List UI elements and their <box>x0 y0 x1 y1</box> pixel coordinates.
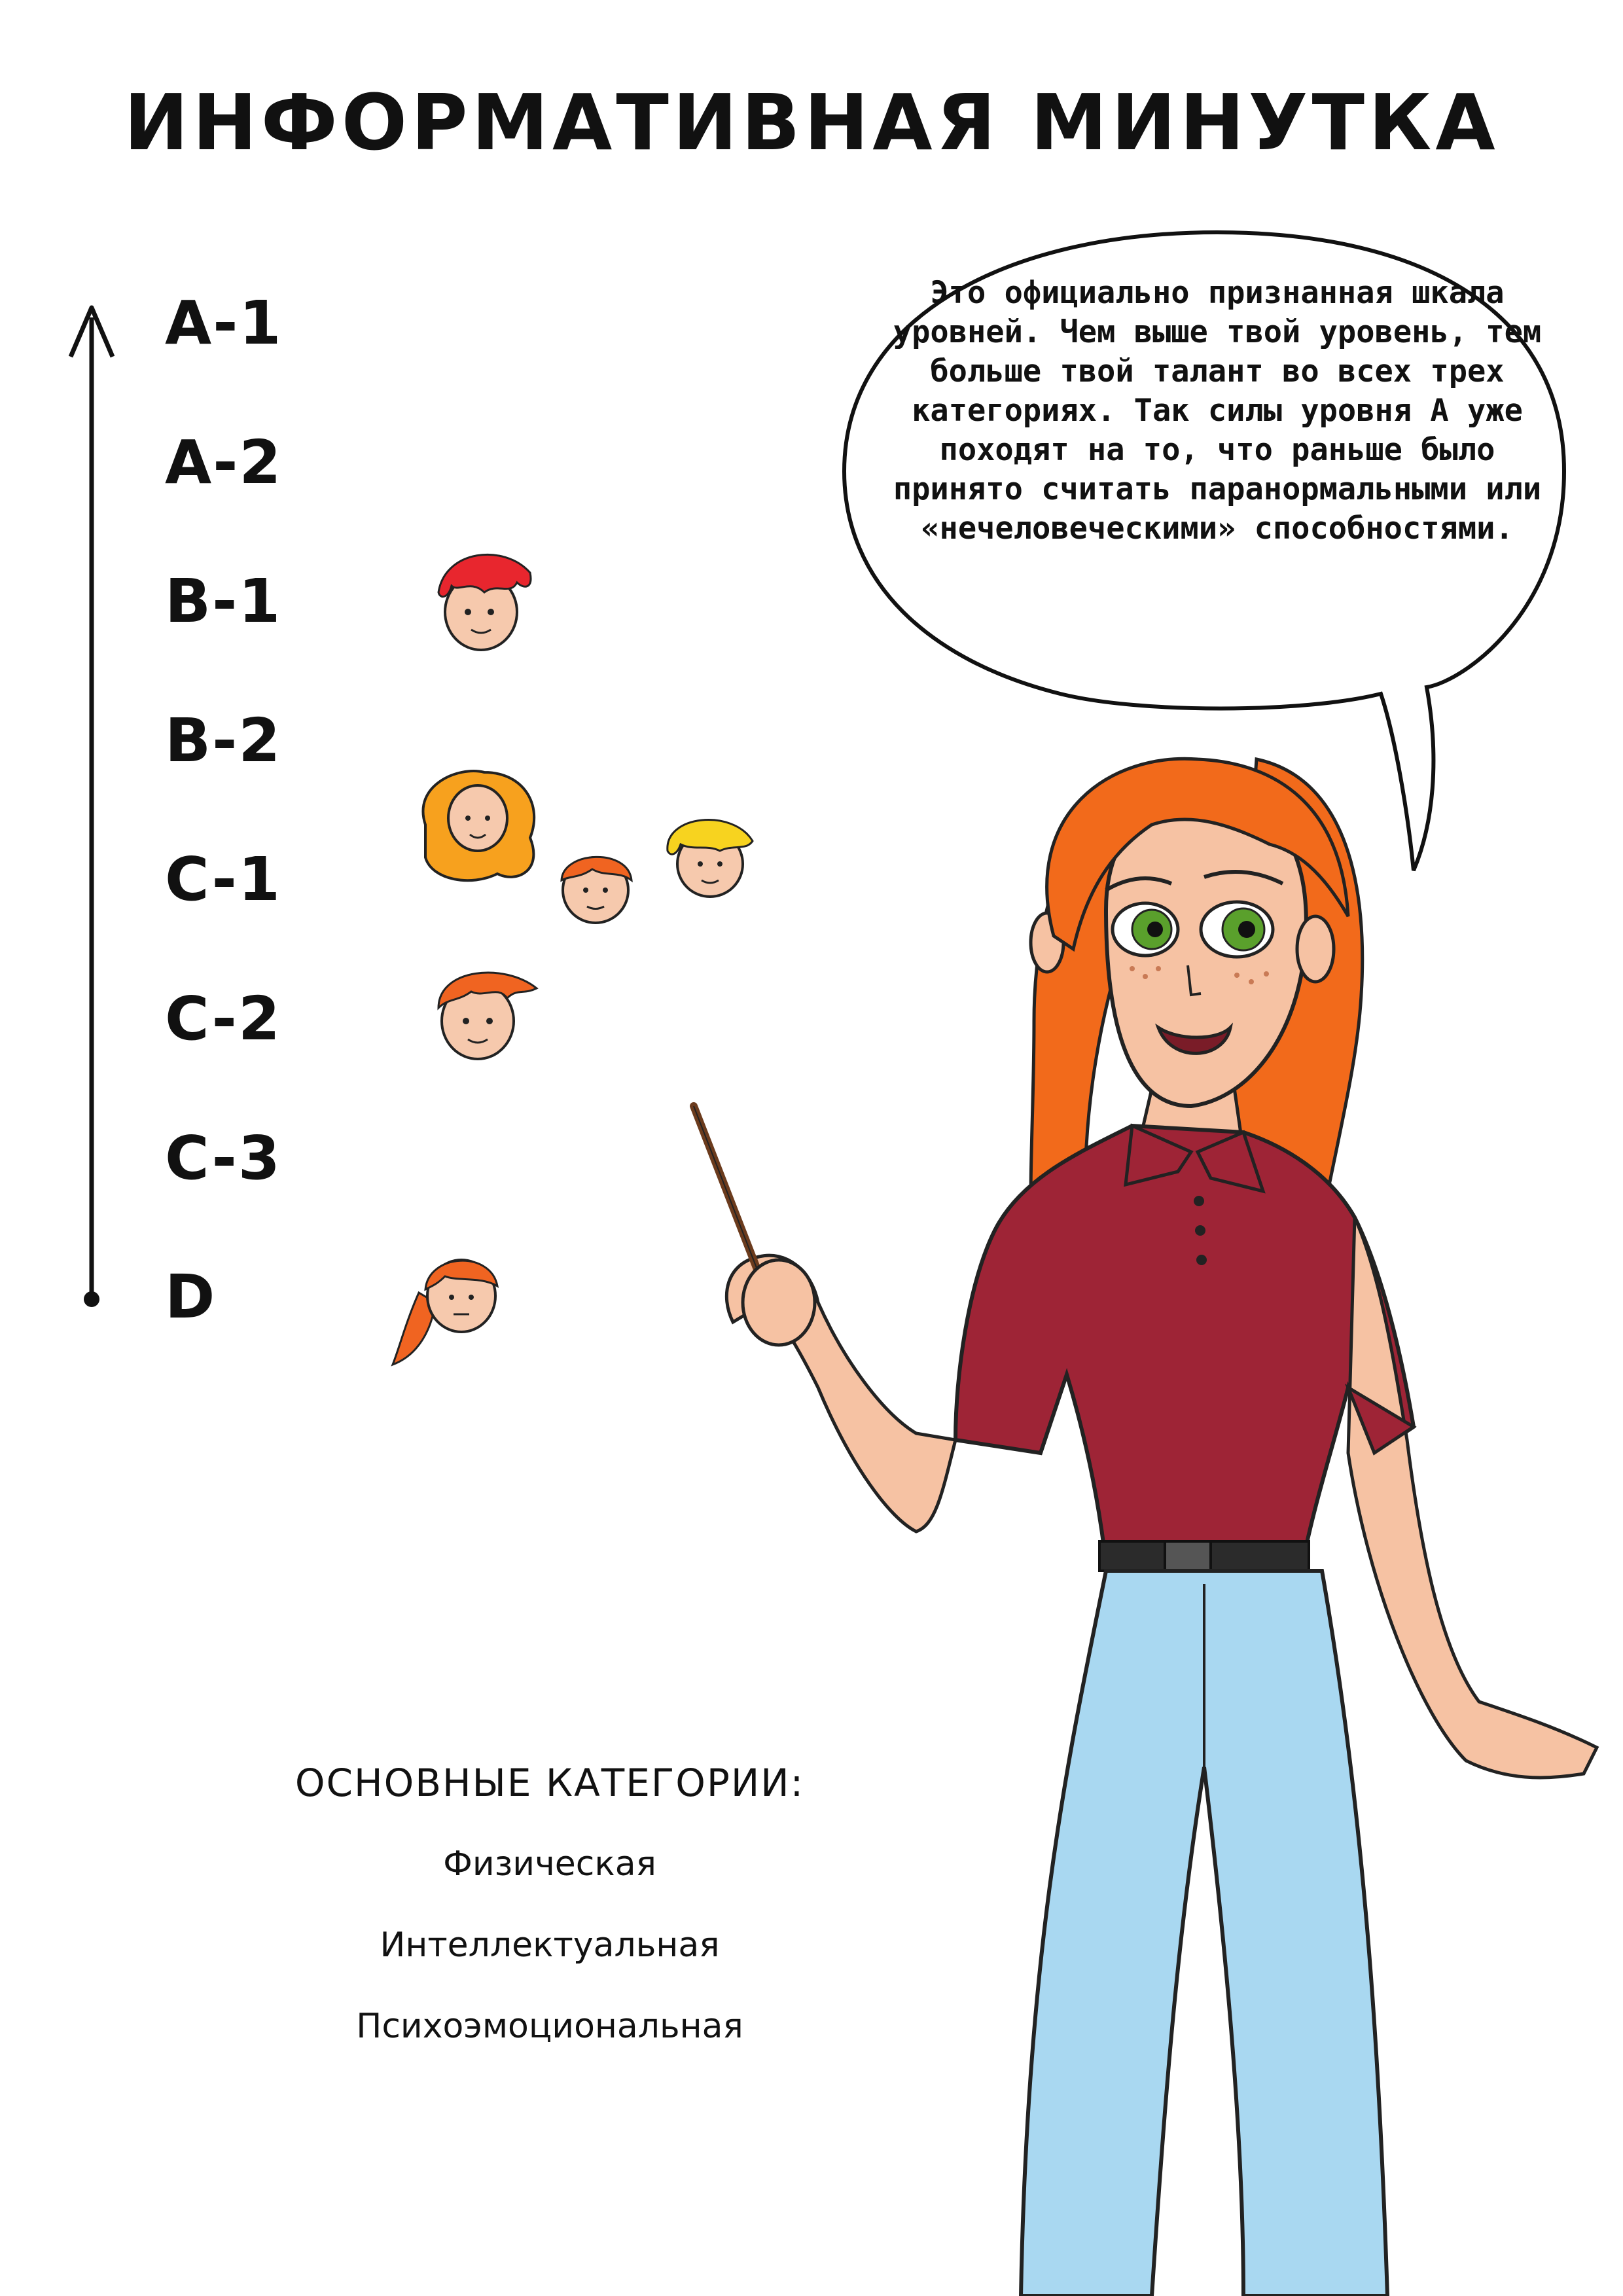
level-label-c1: C-1 <box>165 844 281 914</box>
level-label-b2: B-2 <box>165 706 282 776</box>
face-icon-c2 <box>437 971 539 1060</box>
level-label-d: D <box>165 1262 217 1332</box>
presenter-girl <box>690 757 1599 2296</box>
face-icon-c1-boy <box>560 855 633 924</box>
face-icon-c1-curly <box>421 770 536 882</box>
level-label-c3: C-3 <box>165 1123 281 1193</box>
level-label-a2: A-2 <box>165 427 283 497</box>
face-icon-b1 <box>437 553 532 651</box>
level-label-c2: C-2 <box>165 984 281 1054</box>
level-label-b1: B-1 <box>165 566 282 636</box>
speech-bubble-text: Это официально признанная шкала уровней.… <box>893 275 1542 547</box>
page-title: ИНФОРМАТИВНАЯ МИНУТКА <box>124 77 1499 168</box>
categories-title: ОСНОВНЫЕ КАТЕГОРИИ: <box>294 1761 805 1805</box>
category-physical: Физическая <box>443 1844 656 1884</box>
category-psychoemotional: Психоэмоциональная <box>356 2007 743 2046</box>
level-label-a1: A-1 <box>165 288 283 358</box>
face-icon-c1-blond <box>666 819 754 898</box>
speech-bubble <box>842 230 1567 872</box>
face-icon-d <box>391 1259 499 1367</box>
category-intellectual: Интеллектуальная <box>380 1926 720 1965</box>
